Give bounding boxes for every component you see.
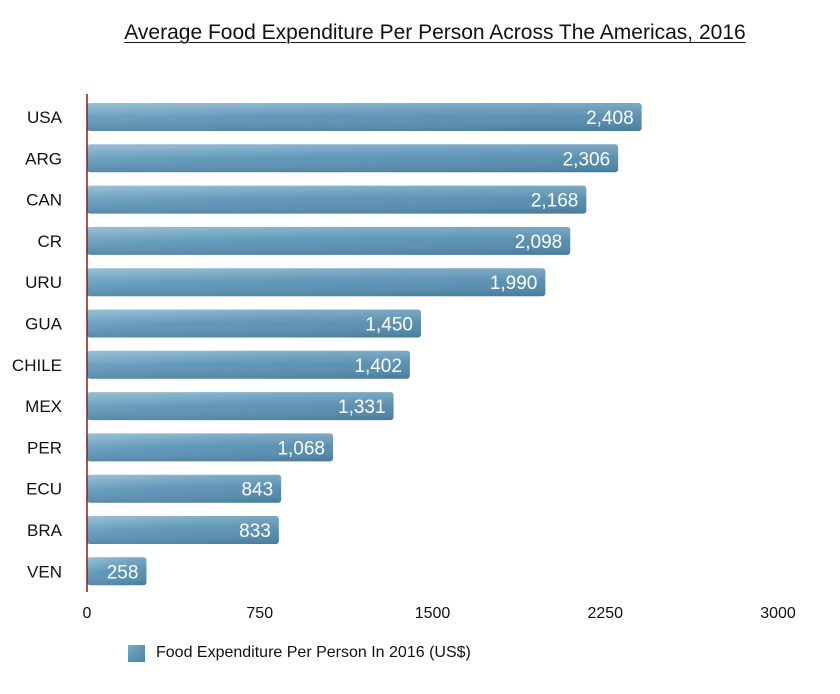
- bar-shine-per: [87, 433, 333, 462]
- bar-shine-mex: [87, 392, 394, 421]
- legend-label: Food Expenditure Per Person In 2016 (US$…: [156, 644, 471, 661]
- x-tick-label: 3000: [760, 605, 796, 622]
- data-label: 2,098: [515, 232, 563, 253]
- category-label: URU: [25, 273, 62, 292]
- data-label: 1,990: [490, 273, 538, 294]
- x-tick-label: 1500: [415, 605, 451, 622]
- bar-shine-uru: [87, 268, 546, 297]
- category-label: GUA: [25, 315, 63, 334]
- bar-shine-usa: [87, 103, 642, 131]
- data-label: 1,402: [354, 356, 402, 377]
- x-tick-label: 0: [83, 605, 92, 622]
- bar-shine-cr: [87, 226, 571, 255]
- category-label: PER: [27, 438, 62, 457]
- data-label: 843: [241, 480, 273, 501]
- x-tick-label: 2250: [587, 605, 623, 622]
- data-label: 2,168: [531, 191, 579, 212]
- category-label: MEX: [25, 397, 62, 416]
- bar-shine-gua: [87, 309, 421, 338]
- category-label: ECU: [26, 480, 62, 499]
- category-label: CR: [37, 232, 62, 251]
- data-label: 2,408: [586, 108, 634, 129]
- data-label: 258: [107, 562, 139, 583]
- bar-shine-arg: [87, 144, 619, 173]
- chart-title: Average Food Expenditure Per Person Acro…: [124, 21, 746, 44]
- bar-shine-ven: [87, 557, 147, 586]
- data-label: 833: [239, 521, 271, 542]
- x-tick-label: 750: [246, 605, 273, 622]
- bar-shine-bra: [87, 516, 279, 544]
- legend-swatch: [128, 644, 145, 662]
- data-label: 1,450: [365, 315, 413, 336]
- category-label: CAN: [26, 191, 62, 210]
- category-label: VEN: [27, 562, 62, 581]
- bar-shine-chile: [87, 350, 410, 379]
- category-label: CHILE: [12, 356, 62, 375]
- category-label: ARG: [25, 149, 62, 168]
- data-label: 1,068: [277, 438, 325, 459]
- data-label: 1,331: [338, 397, 386, 418]
- data-label: 2,306: [563, 149, 611, 170]
- category-label: BRA: [27, 521, 63, 540]
- bar-shine-can: [87, 185, 587, 214]
- legend: Food Expenditure Per Person In 2016 (US$…: [128, 644, 471, 662]
- bar-shine-ecu: [87, 474, 282, 503]
- category-label: USA: [27, 108, 63, 127]
